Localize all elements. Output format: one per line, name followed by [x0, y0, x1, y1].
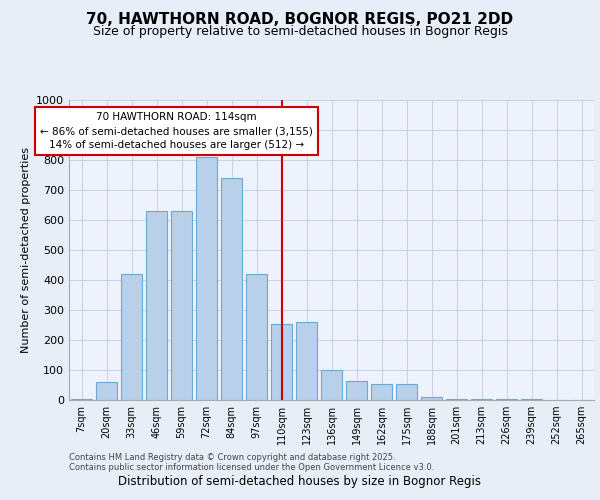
Text: Contains HM Land Registry data © Crown copyright and database right 2025.: Contains HM Land Registry data © Crown c… — [69, 454, 395, 462]
Bar — [171, 211, 192, 400]
Bar — [421, 397, 442, 400]
Bar — [396, 384, 417, 400]
Text: 70 HAWTHORN ROAD: 114sqm
← 86% of semi-detached houses are smaller (3,155)
14% o: 70 HAWTHORN ROAD: 114sqm ← 86% of semi-d… — [40, 112, 313, 150]
Bar — [146, 211, 167, 400]
Bar — [121, 274, 142, 400]
Bar — [221, 178, 242, 400]
Bar — [371, 384, 392, 400]
Bar — [196, 157, 217, 400]
Text: Size of property relative to semi-detached houses in Bognor Regis: Size of property relative to semi-detach… — [92, 25, 508, 38]
Text: 70, HAWTHORN ROAD, BOGNOR REGIS, PO21 2DD: 70, HAWTHORN ROAD, BOGNOR REGIS, PO21 2D… — [86, 12, 514, 28]
Bar — [246, 274, 267, 400]
Bar — [471, 398, 492, 400]
Bar — [271, 324, 292, 400]
Bar — [96, 382, 117, 400]
Text: Contains public sector information licensed under the Open Government Licence v3: Contains public sector information licen… — [69, 464, 434, 472]
Y-axis label: Number of semi-detached properties: Number of semi-detached properties — [20, 147, 31, 353]
Bar — [321, 370, 342, 400]
Bar — [496, 398, 517, 400]
Text: Distribution of semi-detached houses by size in Bognor Regis: Distribution of semi-detached houses by … — [119, 474, 482, 488]
Bar — [346, 380, 367, 400]
Bar — [446, 398, 467, 400]
Bar — [296, 322, 317, 400]
